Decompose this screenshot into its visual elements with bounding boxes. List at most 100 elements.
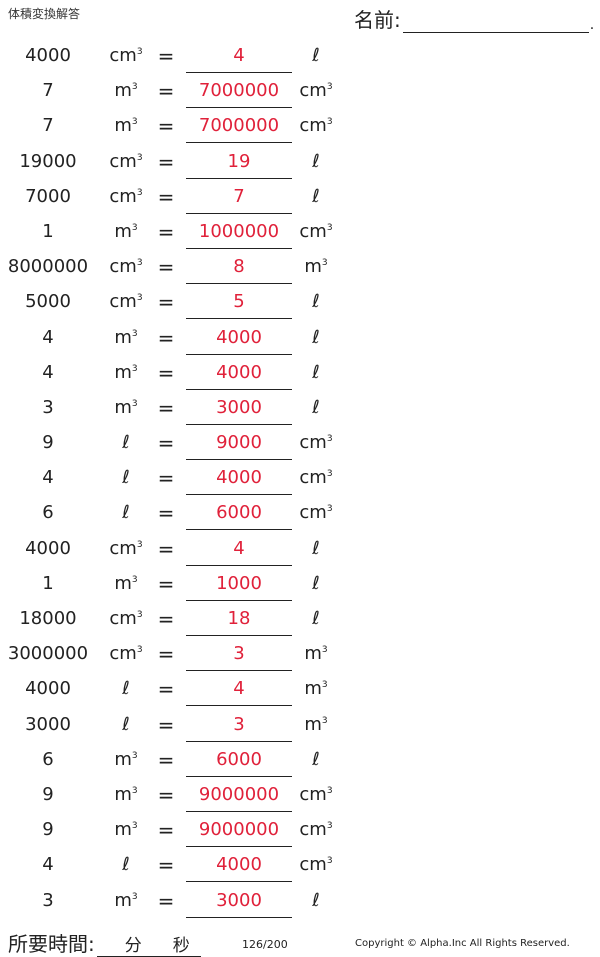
problem-value: 19000 xyxy=(19,150,77,172)
answer-line xyxy=(186,388,292,390)
problem-value: 9 xyxy=(42,432,54,454)
answer-line xyxy=(186,564,292,566)
answer-value[interactable]: 3000 xyxy=(216,396,262,418)
answer-value[interactable]: 9000000 xyxy=(198,783,280,805)
from-unit: ℓ xyxy=(122,467,130,489)
problem-value: 3 xyxy=(42,396,54,418)
problem-value: 9 xyxy=(42,819,54,841)
to-unit: cm3 xyxy=(299,783,333,805)
problem-value: 6 xyxy=(42,748,54,770)
problem-row: 9 ℓ = 9000 cm3 xyxy=(0,426,600,461)
to-unit: ℓ xyxy=(312,889,320,911)
from-unit: m3 xyxy=(114,783,138,805)
problem-row: 9 m3 = 9000000 cm3 xyxy=(0,813,600,848)
answer-value[interactable]: 7000000 xyxy=(198,115,280,137)
answer-value[interactable]: 8 xyxy=(233,256,245,278)
equals-sign: = xyxy=(157,677,175,702)
problem-value: 3 xyxy=(42,889,54,911)
answer-value[interactable]: 4 xyxy=(233,678,245,700)
equals-sign: = xyxy=(157,290,175,315)
answer-line xyxy=(186,212,292,214)
to-unit: ℓ xyxy=(312,185,320,207)
answer-line xyxy=(186,318,292,320)
name-input-line[interactable] xyxy=(402,12,589,33)
answer-line xyxy=(186,881,292,883)
problem-value: 4000 xyxy=(25,678,71,700)
problem-row: 6 m3 = 6000 ℓ xyxy=(0,743,600,778)
answer-line xyxy=(186,423,292,425)
problem-row: 4 ℓ = 4000 cm3 xyxy=(0,461,600,496)
answer-line xyxy=(186,916,292,918)
answer-value[interactable]: 18 xyxy=(227,608,251,629)
problem-value: 1 xyxy=(42,220,54,242)
problem-value: 3000 xyxy=(25,713,71,735)
equals-sign: = xyxy=(157,360,175,385)
answer-line xyxy=(186,247,292,249)
answer-value[interactable]: 6000 xyxy=(216,748,262,770)
from-unit: m3 xyxy=(114,80,138,102)
answer-line xyxy=(186,599,292,601)
answer-line xyxy=(186,846,292,848)
equals-sign: = xyxy=(157,853,175,878)
answer-line xyxy=(186,635,292,636)
equals-sign: = xyxy=(157,818,175,843)
to-unit: cm3 xyxy=(299,432,333,454)
problem-row: 1 m3 = 1000 ℓ xyxy=(0,567,600,602)
answer-value[interactable]: 4000 xyxy=(216,326,262,348)
equals-sign: = xyxy=(157,536,175,561)
to-unit: ℓ xyxy=(312,572,320,594)
problem-value: 1 xyxy=(42,572,54,594)
answer-value[interactable]: 4000 xyxy=(216,361,262,383)
problem-row: 4000 cm3 = 4 ℓ xyxy=(0,39,600,74)
from-unit: m3 xyxy=(114,115,138,137)
answer-value[interactable]: 1000000 xyxy=(198,220,280,242)
answer-value[interactable]: 4 xyxy=(233,45,245,66)
problem-value: 7000 xyxy=(25,185,71,207)
to-unit: cm3 xyxy=(299,854,333,876)
answer-value[interactable]: 3000 xyxy=(216,889,262,911)
answer-value[interactable]: 7000000 xyxy=(198,80,280,102)
to-unit: m3 xyxy=(304,643,328,665)
equals-sign: = xyxy=(157,888,175,913)
problem-value: 5000 xyxy=(25,291,71,313)
problem-value: 4 xyxy=(42,854,54,876)
answer-line xyxy=(186,177,292,179)
answer-value[interactable]: 3 xyxy=(233,643,245,665)
problem-row: 5000 cm3 = 5 ℓ xyxy=(0,285,600,320)
from-unit: ℓ xyxy=(122,713,130,735)
problem-value: 7 xyxy=(42,115,54,137)
problem-value: 4 xyxy=(42,361,54,383)
time-input-line[interactable]: 分 秒 xyxy=(96,932,201,957)
answer-value[interactable]: 6000 xyxy=(216,502,262,524)
equals-sign: = xyxy=(157,114,175,139)
problem-row: 4 ℓ = 4000 cm3 xyxy=(0,848,600,883)
answer-value[interactable]: 9000 xyxy=(216,432,262,454)
answer-value[interactable]: 9000000 xyxy=(198,819,280,841)
to-unit: ℓ xyxy=(312,291,320,313)
answer-line xyxy=(186,142,292,144)
from-unit: cm3 xyxy=(109,185,143,207)
answer-value[interactable]: 4000 xyxy=(216,854,262,876)
name-dot: . xyxy=(589,17,595,33)
page-number: 126/200 xyxy=(242,938,288,951)
answer-value[interactable]: 19 xyxy=(227,150,251,172)
from-unit: m3 xyxy=(114,220,138,242)
problem-row: 8000000 cm3 = 8 m3 xyxy=(0,250,600,285)
problem-row: 6 ℓ = 6000 cm3 xyxy=(0,496,600,531)
time-taken: 所要時間: 分 秒 xyxy=(8,928,201,957)
answer-value[interactable]: 5 xyxy=(233,291,245,313)
to-unit: cm3 xyxy=(299,502,333,524)
answer-value[interactable]: 1000 xyxy=(216,572,262,594)
answer-value[interactable]: 4 xyxy=(233,537,245,559)
answer-value[interactable]: 3 xyxy=(233,713,245,735)
equals-sign: = xyxy=(157,219,175,244)
equals-sign: = xyxy=(157,782,175,807)
equals-sign: = xyxy=(157,747,175,772)
problem-row: 4 m3 = 4000 ℓ xyxy=(0,321,600,356)
to-unit: cm3 xyxy=(299,467,333,489)
answer-value[interactable]: 7 xyxy=(233,185,245,207)
answer-value[interactable]: 4000 xyxy=(216,467,262,489)
from-unit: m3 xyxy=(114,819,138,841)
problem-value: 4 xyxy=(42,467,54,489)
to-unit: ℓ xyxy=(312,608,320,629)
